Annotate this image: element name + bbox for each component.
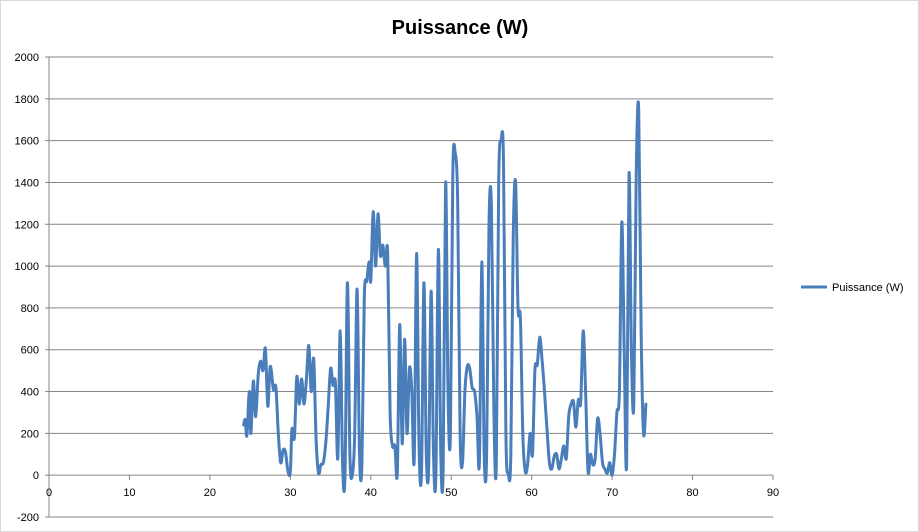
x-tick-label-3: 30 bbox=[284, 487, 296, 499]
y-tick-label-8: 1400 bbox=[15, 177, 39, 189]
x-tick-label-7: 70 bbox=[606, 487, 618, 499]
y-tick-label-11: 2000 bbox=[15, 52, 39, 64]
axes bbox=[45, 56, 774, 518]
x-tick-label-1: 10 bbox=[123, 487, 135, 499]
x-tick-label-4: 40 bbox=[365, 487, 377, 499]
y-tick-label-7: 1200 bbox=[15, 219, 39, 231]
series-lines bbox=[242, 100, 648, 494]
x-tick-label-2: 20 bbox=[204, 487, 216, 499]
legend-label-0: Puissance (W) bbox=[832, 282, 904, 294]
chart-title: Puissance (W) bbox=[392, 17, 529, 39]
y-tick-label-5: 800 bbox=[21, 303, 39, 315]
y-tick-label-1: 0 bbox=[33, 470, 39, 482]
y-tick-label-10: 1800 bbox=[15, 94, 39, 106]
x-tick-label-0: 0 bbox=[46, 487, 52, 499]
y-tick-label-0: -200 bbox=[17, 512, 39, 524]
x-tick-label-5: 50 bbox=[445, 487, 457, 499]
x-tick-label-9: 90 bbox=[767, 487, 779, 499]
y-tick-label-2: 200 bbox=[21, 428, 39, 440]
series-line-0 bbox=[242, 100, 648, 494]
gridlines bbox=[49, 56, 773, 518]
y-tick-label-9: 1600 bbox=[15, 136, 39, 148]
y-tick-label-3: 400 bbox=[21, 387, 39, 399]
y-tick-label-6: 1000 bbox=[15, 261, 39, 273]
x-tick-labels: 0 10 20 30 40 50 60 70 80 90 bbox=[46, 487, 779, 499]
legend: Puissance (W) bbox=[801, 282, 904, 294]
y-tick-label-4: 600 bbox=[21, 345, 39, 357]
y-tick-labels: -200 0 200 400 600 800 1000 1200 1400 1600 1800 200… bbox=[15, 52, 39, 524]
x-tick-label-8: 80 bbox=[686, 487, 698, 499]
x-tick-label-6: 60 bbox=[526, 487, 538, 499]
